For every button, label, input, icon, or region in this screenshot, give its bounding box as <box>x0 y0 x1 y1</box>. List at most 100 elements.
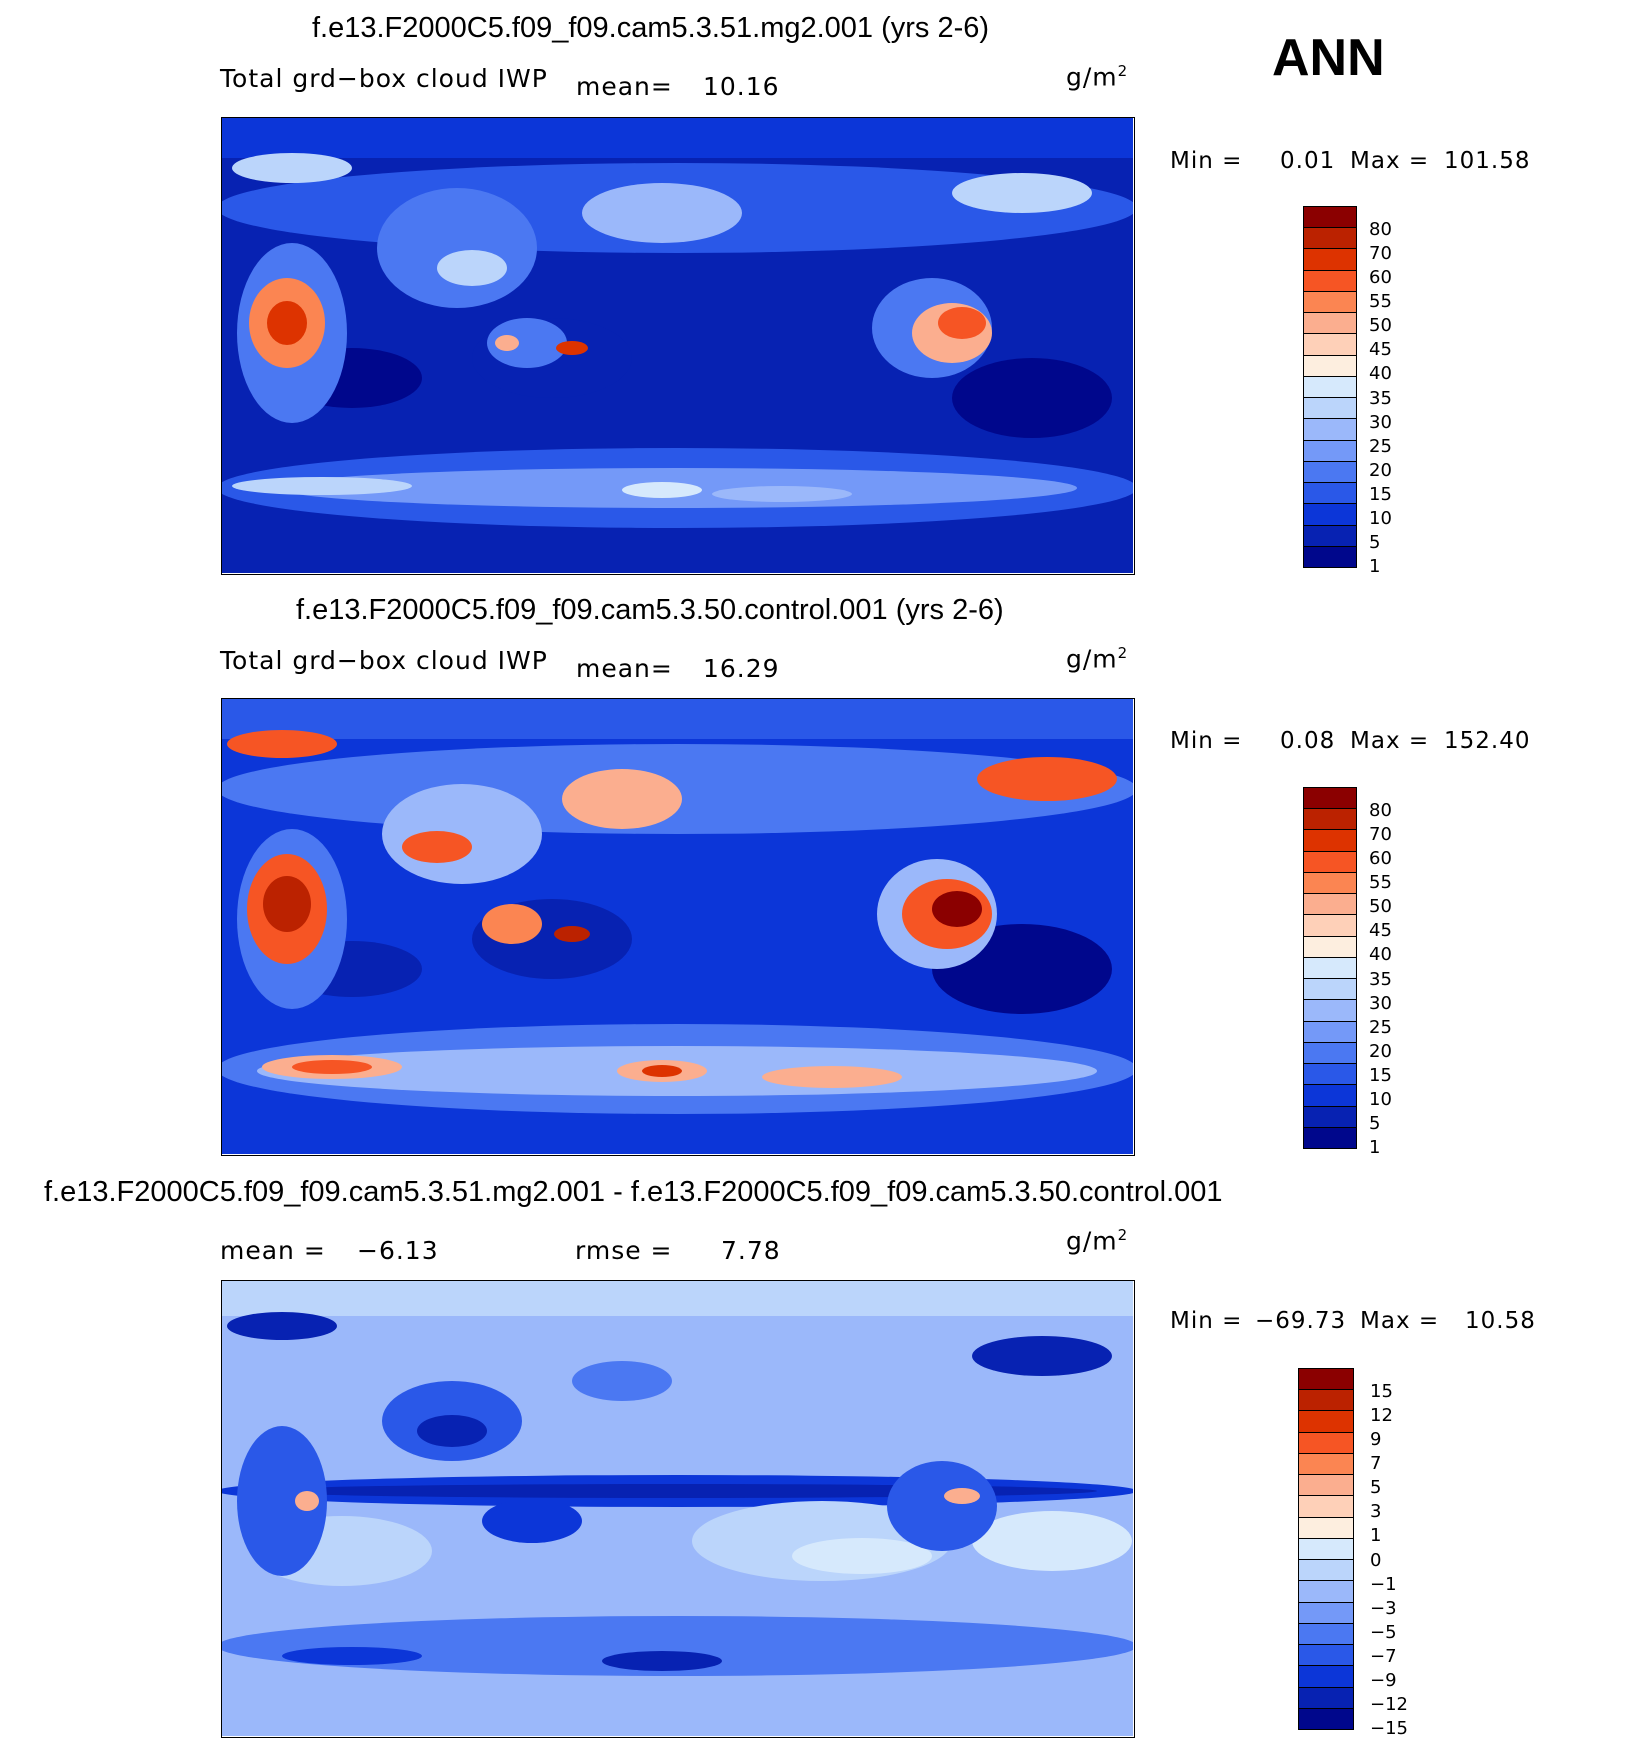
colorbar-level-label: 70 <box>1369 243 1392 265</box>
colorbar-swatch <box>1299 1432 1353 1454</box>
colorbar-level-label: 35 <box>1369 968 1392 990</box>
panel3-max-value: 10.58 <box>1465 1308 1536 1334</box>
colorbar-swatch <box>1304 419 1356 441</box>
colorbar-swatch <box>1304 957 1356 980</box>
colorbar-swatch <box>1304 228 1356 250</box>
panel3-rmse-label: rmse = <box>575 1236 673 1265</box>
colorbar-swatch <box>1304 440 1356 462</box>
colorbar-swatch <box>1304 483 1356 505</box>
panel3-mean-label: mean = <box>220 1236 326 1265</box>
panel2-colorbar <box>1303 787 1357 1149</box>
panel3-units-exp: 2 <box>1117 1226 1129 1244</box>
panel2-max-value: 152.40 <box>1444 728 1531 754</box>
colorbar-swatch <box>1304 894 1356 916</box>
panel2-mean-label: mean= <box>576 654 673 683</box>
panel1-units-exp: 2 <box>1117 62 1129 80</box>
colorbar-level-label: 10 <box>1369 507 1392 529</box>
colorbar-swatch <box>1299 1475 1353 1497</box>
panel3-map-field <box>222 1281 1133 1736</box>
colorbar-level-label: 80 <box>1369 219 1392 240</box>
colorbar-level-label: 5 <box>1370 1477 1382 1499</box>
colorbar-swatch <box>1299 1453 1353 1476</box>
panel2-units-exp: 2 <box>1117 644 1129 662</box>
colorbar-level-label: 12 <box>1370 1405 1393 1427</box>
colorbar-swatch <box>1304 313 1356 335</box>
colorbar-level-label: −7 <box>1370 1645 1397 1667</box>
colorbar-level-label: −9 <box>1370 1669 1397 1691</box>
colorbar-swatch <box>1304 1127 1356 1148</box>
panel1-title: f.e13.F2000C5.f09_f09.cam5.3.51.mg2.001 … <box>312 12 990 44</box>
colorbar-level-label: 60 <box>1369 267 1392 289</box>
colorbar-swatch <box>1304 249 1356 271</box>
panel2-units-base: g/m <box>1066 644 1118 674</box>
panel2-min-label: Min = <box>1170 728 1243 754</box>
colorbar-level-label: 55 <box>1369 872 1392 894</box>
colorbar-swatch <box>1304 1000 1356 1022</box>
panel2-title: f.e13.F2000C5.f09_f09.cam5.3.50.control.… <box>296 594 1004 626</box>
colorbar-swatch <box>1299 1517 1353 1539</box>
panel2-map-field <box>222 699 1133 1154</box>
colorbar-level-label: 15 <box>1369 483 1392 505</box>
panel2-mean-value: 16.29 <box>703 654 780 683</box>
colorbar-swatch <box>1304 270 1356 292</box>
panel2-variable: Total grd−box cloud IWP <box>220 646 548 675</box>
colorbar-level-label: 9 <box>1370 1429 1382 1451</box>
colorbar-level-label: 80 <box>1369 800 1392 821</box>
colorbar-level-label: 70 <box>1369 824 1392 846</box>
colorbar-swatch <box>1304 334 1356 356</box>
colorbar-swatch <box>1304 1042 1356 1065</box>
panel2-units: g/m2 <box>1066 644 1128 673</box>
colorbar-level-label: 35 <box>1369 387 1392 409</box>
colorbar-level-label: 3 <box>1370 1501 1382 1523</box>
panel2-colorbar-labels: 80 70 60 55 50 45 40 35 30 25 20 15 10 5 1 <box>1369 800 1429 1158</box>
colorbar-swatch <box>1304 809 1356 831</box>
colorbar-level-label: −1 <box>1370 1573 1397 1595</box>
colorbar-swatch <box>1299 1411 1353 1433</box>
panel1-variable: Total grd−box cloud IWP <box>220 64 548 93</box>
panel3-min-label: Min = <box>1170 1308 1243 1334</box>
panel3-units-base: g/m <box>1066 1226 1118 1256</box>
panel3-colorbar <box>1298 1368 1354 1730</box>
colorbar-swatch <box>1299 1496 1353 1518</box>
colorbar-level-label: 50 <box>1369 315 1392 337</box>
colorbar-level-label: 20 <box>1369 1040 1392 1062</box>
panel1-min-value: 0.01 <box>1280 148 1336 174</box>
colorbar-level-label: 25 <box>1369 435 1392 457</box>
panel1-max-label: Max = <box>1350 148 1430 174</box>
panel3-max-label: Max = <box>1360 1308 1440 1334</box>
colorbar-swatch <box>1299 1390 1353 1412</box>
colorbar-level-label: 55 <box>1369 291 1392 313</box>
colorbar-swatch <box>1304 830 1356 852</box>
colorbar-swatch <box>1299 1581 1353 1603</box>
colorbar-level-label: −15 <box>1370 1718 1408 1739</box>
colorbar-swatch <box>1304 851 1356 873</box>
season-label: ANN <box>1272 29 1385 87</box>
colorbar-swatch <box>1304 872 1356 895</box>
panel3-colorbar-labels: 15 12 9 7 5 3 1 0 −1 −3 −5 −7 −9 −12 −15 <box>1370 1381 1440 1739</box>
colorbar-level-label: 1 <box>1369 1137 1381 1158</box>
colorbar-swatch <box>1304 788 1356 810</box>
colorbar-level-label: 0 <box>1370 1549 1382 1571</box>
colorbar-swatch <box>1299 1645 1353 1667</box>
colorbar-swatch <box>1304 461 1356 484</box>
colorbar-level-label: 40 <box>1369 363 1392 385</box>
colorbar-level-label: 5 <box>1369 531 1381 553</box>
colorbar-swatch <box>1304 1085 1356 1107</box>
panel3-title: f.e13.F2000C5.f09_f09.cam5.3.51.mg2.001 … <box>44 1176 1223 1208</box>
panel1-min-label: Min = <box>1170 148 1243 174</box>
colorbar-level-label: 15 <box>1369 1064 1392 1086</box>
colorbar-level-label: 5 <box>1369 1112 1381 1134</box>
colorbar-swatch <box>1299 1666 1353 1688</box>
colorbar-level-label: 30 <box>1369 411 1392 433</box>
colorbar-swatch <box>1299 1708 1353 1729</box>
colorbar-swatch <box>1304 525 1356 547</box>
colorbar-swatch <box>1299 1369 1353 1391</box>
colorbar-level-label: 50 <box>1369 896 1392 918</box>
colorbar-level-label: 7 <box>1370 1453 1382 1475</box>
panel3-mean-value: −6.13 <box>357 1236 439 1265</box>
panel3-map <box>221 1280 1135 1738</box>
colorbar-level-label: −12 <box>1370 1693 1408 1715</box>
colorbar-swatch <box>1304 546 1356 567</box>
colorbar-swatch <box>1304 398 1356 420</box>
colorbar-swatch <box>1299 1687 1353 1709</box>
